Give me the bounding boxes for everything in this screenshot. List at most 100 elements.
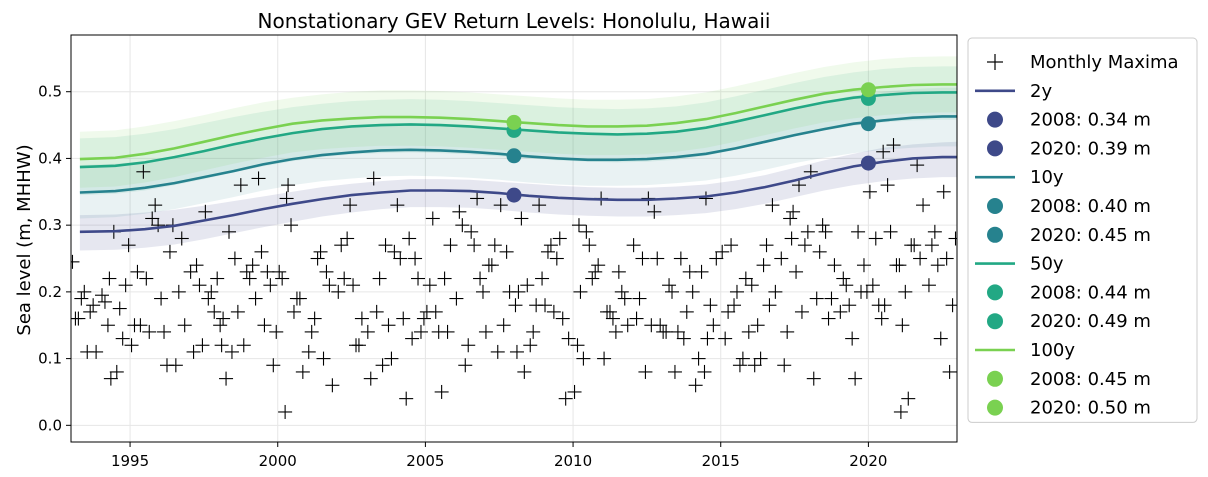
y-axis-label: Sea level (m, MHHW) bbox=[14, 144, 35, 335]
data-point bbox=[721, 304, 736, 319]
data-point bbox=[871, 298, 886, 313]
data-point bbox=[797, 238, 812, 253]
data-point bbox=[662, 278, 677, 293]
data-point bbox=[275, 271, 290, 286]
data-point bbox=[295, 364, 310, 379]
x-tick-label: 2015 bbox=[702, 452, 740, 470]
data-point bbox=[195, 338, 210, 353]
data-point bbox=[948, 231, 957, 246]
data-point bbox=[741, 324, 756, 339]
data-point bbox=[145, 211, 160, 226]
legend-label: 50y bbox=[1030, 254, 1064, 275]
data-point bbox=[254, 244, 269, 259]
data-point bbox=[585, 271, 600, 286]
data-point bbox=[201, 291, 216, 306]
data-point bbox=[913, 251, 928, 266]
legend-dot-icon bbox=[987, 313, 1003, 330]
data-point bbox=[470, 191, 485, 206]
data-point bbox=[337, 271, 352, 286]
data-point bbox=[842, 298, 857, 313]
legend-entry: 10y bbox=[975, 167, 1064, 188]
data-point bbox=[893, 404, 908, 419]
data-point bbox=[715, 244, 730, 259]
data-point bbox=[478, 324, 493, 339]
data-point bbox=[245, 258, 260, 273]
legend-label: 2020: 0.39 m bbox=[1030, 138, 1151, 159]
data-point bbox=[924, 238, 939, 253]
data-point bbox=[437, 271, 452, 286]
data-point bbox=[168, 358, 183, 373]
data-point bbox=[496, 318, 511, 333]
data-point bbox=[718, 331, 733, 346]
legend-entry: 50y bbox=[975, 254, 1064, 275]
data-point bbox=[77, 284, 92, 299]
data-point bbox=[372, 271, 387, 286]
data-point bbox=[794, 304, 809, 319]
data-point bbox=[659, 324, 674, 339]
data-point bbox=[856, 258, 871, 273]
data-point bbox=[115, 331, 130, 346]
data-point bbox=[876, 144, 891, 159]
data-point bbox=[874, 311, 889, 326]
data-point bbox=[325, 378, 340, 393]
data-point bbox=[378, 238, 393, 253]
data-point bbox=[732, 358, 747, 373]
data-point bbox=[673, 251, 688, 266]
highlight-100y-2008 bbox=[506, 114, 522, 130]
data-point bbox=[71, 311, 83, 326]
data-point bbox=[921, 278, 936, 293]
data-point bbox=[109, 364, 124, 379]
data-point bbox=[907, 238, 922, 253]
data-point bbox=[709, 251, 724, 266]
x-tick-label: 2005 bbox=[406, 452, 444, 470]
highlight-10y-2020 bbox=[860, 116, 876, 132]
y-tick-label: 0.2 bbox=[38, 283, 62, 301]
data-point bbox=[670, 324, 685, 339]
data-point bbox=[786, 204, 801, 219]
data-point bbox=[780, 324, 795, 339]
data-point bbox=[473, 271, 488, 286]
data-point bbox=[493, 198, 508, 213]
highlight-100y-2020 bbox=[860, 82, 876, 98]
data-point bbox=[360, 324, 375, 339]
data-point bbox=[183, 264, 198, 279]
legend-entry: 2008: 0.40 m bbox=[987, 196, 1151, 217]
data-point bbox=[124, 338, 139, 353]
data-point bbox=[608, 324, 623, 339]
data-point bbox=[230, 304, 245, 319]
data-point bbox=[162, 244, 177, 259]
data-point bbox=[784, 231, 799, 246]
data-point bbox=[945, 298, 957, 313]
data-point bbox=[632, 291, 647, 306]
legend-label: 2008: 0.34 m bbox=[1030, 110, 1151, 131]
data-point bbox=[588, 264, 603, 279]
data-point bbox=[263, 278, 278, 293]
data-point bbox=[307, 311, 322, 326]
y-tick-label: 0.1 bbox=[38, 350, 62, 368]
data-point bbox=[384, 351, 399, 366]
data-point bbox=[322, 278, 337, 293]
data-point bbox=[413, 324, 428, 339]
legend-entry: 2008: 0.45 m bbox=[987, 369, 1151, 390]
line-50y bbox=[79, 91, 957, 169]
data-point bbox=[443, 238, 458, 253]
data-point bbox=[508, 298, 523, 313]
data-point bbox=[381, 318, 396, 333]
highlight-2y-2020 bbox=[860, 155, 876, 171]
highlight-10y-2008 bbox=[506, 148, 522, 164]
data-point bbox=[862, 184, 877, 199]
data-point bbox=[753, 351, 768, 366]
data-point bbox=[614, 284, 629, 299]
data-point bbox=[452, 204, 467, 219]
data-point bbox=[685, 284, 700, 299]
data-point bbox=[936, 184, 951, 199]
data-point bbox=[768, 284, 783, 299]
data-point bbox=[682, 264, 697, 279]
data-point bbox=[600, 304, 615, 319]
data-point bbox=[304, 324, 319, 339]
data-point bbox=[561, 331, 576, 346]
legend-label: 2020: 0.50 m bbox=[1030, 398, 1151, 419]
data-point bbox=[148, 198, 163, 213]
legend: Monthly Maxima 2y 2008: 0.34 m 2020: 0.39 m… bbox=[967, 37, 1198, 423]
